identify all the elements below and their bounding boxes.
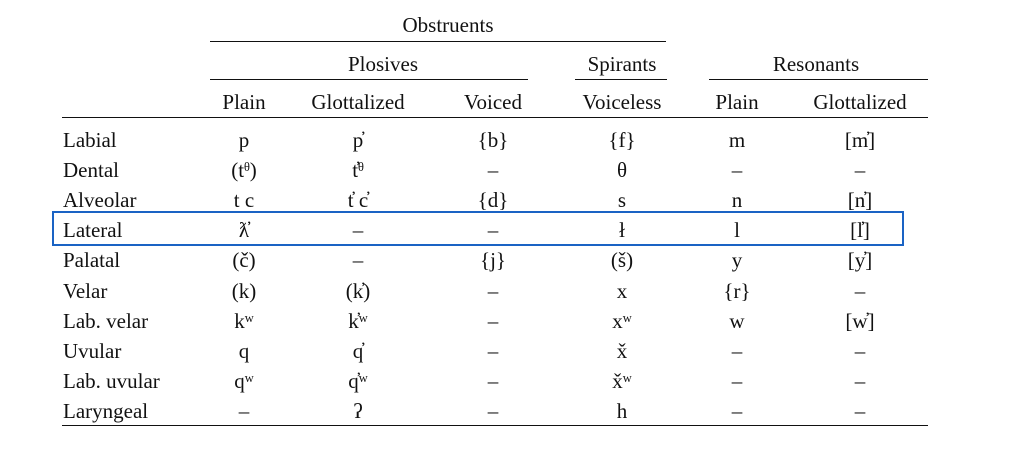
- row-label: Lab. uvular: [63, 369, 160, 393]
- table-cell: {d}: [477, 188, 509, 212]
- table-cell: p: [238, 128, 250, 152]
- table-cell: (k): [231, 279, 257, 303]
- column-header-resonants-glottalized: Glottalized: [813, 90, 907, 114]
- row-label: Alveolar: [63, 188, 137, 212]
- table-cell: {b}: [477, 128, 509, 152]
- table-cell: y: [731, 248, 743, 272]
- table-cell: –: [731, 399, 743, 423]
- column-header-plosives-glottalized: Glottalized: [311, 90, 405, 114]
- table-cell: {r}: [723, 279, 751, 303]
- table-cell: –: [487, 399, 499, 423]
- table-cell: –: [352, 218, 364, 242]
- group-header-resonants: Resonants: [772, 52, 860, 76]
- table-cell: xʷ: [612, 309, 632, 333]
- row-label: Uvular: [63, 339, 122, 363]
- table-cell: ʔ: [353, 399, 363, 423]
- table-cell: –: [487, 309, 499, 333]
- table-cell: t c: [233, 188, 255, 212]
- table-cell: –: [731, 339, 743, 363]
- table-cell: –: [352, 248, 364, 272]
- table-cell: –: [238, 399, 250, 423]
- table-cell: –: [731, 369, 743, 393]
- table-cell: [m̓]: [844, 128, 876, 152]
- column-header-plosives-voiced: Voiced: [464, 90, 522, 114]
- table-cell: ł: [619, 218, 625, 242]
- table-cell: [w̓]: [845, 309, 875, 333]
- table-cell: {j}: [480, 248, 506, 272]
- table-cell: t̓ c̓: [347, 188, 369, 212]
- table-cell: k̓ʷ: [348, 309, 368, 333]
- table-cell: x̌ʷ: [612, 369, 632, 393]
- table-cell: θ: [616, 158, 628, 182]
- table-cell: –: [487, 218, 499, 242]
- table-cell: (k̓): [345, 279, 371, 303]
- table-cell: –: [854, 158, 866, 182]
- table-cell: –: [731, 158, 743, 182]
- table-cell: [n̓]: [847, 188, 873, 212]
- table-bottom-rule: [62, 425, 928, 426]
- rule-spirants: [575, 79, 667, 80]
- table-cell: s: [617, 188, 627, 212]
- row-label: Palatal: [63, 248, 121, 272]
- rule-resonants: [709, 79, 928, 80]
- row-label: Velar: [63, 279, 108, 303]
- table-cell: [l̓]: [850, 218, 870, 242]
- row-label: Laryngeal: [63, 399, 149, 423]
- table-cell: n: [731, 188, 743, 212]
- table-cell: ƛ̓: [238, 218, 250, 242]
- table-cell: –: [487, 279, 499, 303]
- table-cell: t̓ᶿ: [352, 158, 364, 182]
- rule-plosives: [210, 79, 528, 80]
- table-cell: –: [854, 399, 866, 423]
- table-cell: –: [487, 369, 499, 393]
- table-cell: m: [728, 128, 746, 152]
- table-cell: l: [734, 218, 740, 242]
- row-label: Dental: [63, 158, 119, 182]
- group-header-plosives: Plosives: [347, 52, 419, 76]
- table-cell: (tᶿ): [231, 158, 257, 182]
- table-cell: q̓: [352, 339, 364, 363]
- row-label: Lateral: [63, 218, 123, 242]
- table-cell: q̓ʷ: [348, 369, 368, 393]
- table-cell: –: [854, 279, 866, 303]
- table-cell: (č): [232, 248, 256, 272]
- table-cell: –: [487, 158, 499, 182]
- table-cell: p̓: [352, 128, 364, 152]
- row-label: Lab. velar: [63, 309, 149, 333]
- header-bottom-rule: [62, 117, 928, 118]
- table-cell: h: [616, 399, 628, 423]
- table-cell: –: [487, 339, 499, 363]
- table-cell: {f}: [608, 128, 636, 152]
- column-header-spirants-voiceless: Voiceless: [582, 90, 662, 114]
- table-cell: (š): [610, 248, 634, 272]
- table-cell: –: [854, 339, 866, 363]
- lateral-row-highlight-box: [52, 211, 904, 246]
- group-header-obstruents: Obstruents: [402, 13, 494, 37]
- group-header-spirants: Spirants: [587, 52, 657, 76]
- table-cell: x̌: [616, 339, 628, 363]
- table-cell: x: [616, 279, 628, 303]
- column-header-plosives-plain: Plain: [222, 90, 266, 114]
- row-label: Labial: [63, 128, 117, 152]
- table-cell: q: [238, 339, 250, 363]
- column-header-resonants-plain: Plain: [715, 90, 759, 114]
- table-cell: qʷ: [234, 369, 254, 393]
- table-cell: w: [729, 309, 745, 333]
- table-cell: [y̓]: [847, 248, 873, 272]
- rule-obstruents: [210, 41, 666, 42]
- table-cell: kʷ: [234, 309, 254, 333]
- table-cell: –: [854, 369, 866, 393]
